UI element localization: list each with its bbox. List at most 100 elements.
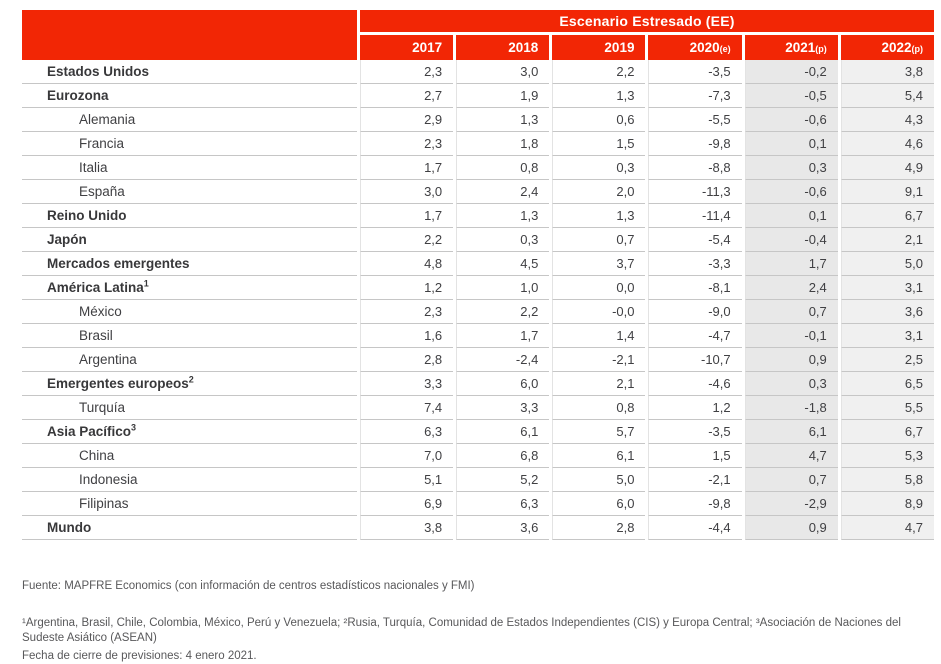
value-cell-2018: 3,6 <box>456 516 550 540</box>
value-cell-2020: -4,4 <box>648 516 742 540</box>
footnote-marker: 3 <box>131 422 137 433</box>
value-cell-2020: -9,8 <box>648 132 742 156</box>
row-label: Japón <box>22 228 357 252</box>
value-cell-2018: 5,2 <box>456 468 550 492</box>
table-row: Filipinas 6,9 6,3 6,0 -9,8 -2,9 8,9 <box>22 492 934 516</box>
value-cell-2021: 0,9 <box>744 348 838 372</box>
value-cell-2022: 5,8 <box>840 468 934 492</box>
value-cell-2019: 0,7 <box>552 228 646 252</box>
value-cell-2017: 4,8 <box>360 252 454 276</box>
value-cell-2022: 4,3 <box>840 108 934 132</box>
value-cell-2021: 4,7 <box>744 444 838 468</box>
value-cell-2018: 1,7 <box>456 324 550 348</box>
year-suffix: (e) <box>719 44 731 54</box>
row-label: Francia <box>22 132 357 156</box>
table-row: Asia Pacífico3 6,3 6,1 5,7 -3,5 6,1 6,7 <box>22 420 934 444</box>
year-header-2021: 2021(p) <box>744 35 838 60</box>
value-cell-2019: 1,3 <box>552 84 646 108</box>
value-cell-2019: 5,0 <box>552 468 646 492</box>
value-cell-2022: 6,7 <box>840 204 934 228</box>
value-cell-2021: 0,3 <box>744 156 838 180</box>
value-cell-2021: -0,1 <box>744 324 838 348</box>
value-cell-2022: 2,1 <box>840 228 934 252</box>
table-row: Eurozona 2,7 1,9 1,3 -7,3 -0,5 5,4 <box>22 84 934 108</box>
value-cell-2018: 4,5 <box>456 252 550 276</box>
value-cell-2017: 3,8 <box>360 516 454 540</box>
value-cell-2017: 3,0 <box>360 180 454 204</box>
year-suffix: (p) <box>911 44 924 54</box>
value-cell-2021: 0,1 <box>744 132 838 156</box>
header-corner-cell <box>22 10 357 60</box>
footer: Fuente: MAPFRE Economics (con informació… <box>22 579 927 664</box>
value-cell-2021: 6,1 <box>744 420 838 444</box>
year-header-2022: 2022(p) <box>840 35 934 60</box>
value-cell-2021: -0,2 <box>744 60 838 84</box>
value-cell-2021: 0,3 <box>744 372 838 396</box>
row-label: Reino Unido <box>22 204 357 228</box>
value-cell-2017: 2,3 <box>360 60 454 84</box>
value-cell-2017: 2,7 <box>360 84 454 108</box>
value-cell-2017: 2,2 <box>360 228 454 252</box>
value-cell-2021: -0,6 <box>744 108 838 132</box>
value-cell-2018: 6,0 <box>456 372 550 396</box>
value-cell-2018: 2,4 <box>456 180 550 204</box>
year-header-2018: 2018 <box>456 35 550 60</box>
row-label: Indonesia <box>22 468 357 492</box>
value-cell-2020: -5,4 <box>648 228 742 252</box>
row-label: Filipinas <box>22 492 357 516</box>
row-label: Alemania <box>22 108 357 132</box>
value-cell-2020: 1,5 <box>648 444 742 468</box>
value-cell-2017: 1,6 <box>360 324 454 348</box>
table-row: Japón 2,2 0,3 0,7 -5,4 -0,4 2,1 <box>22 228 934 252</box>
value-cell-2019: 1,3 <box>552 204 646 228</box>
value-cell-2017: 2,9 <box>360 108 454 132</box>
value-cell-2022: 5,5 <box>840 396 934 420</box>
value-cell-2022: 6,5 <box>840 372 934 396</box>
value-cell-2019: 1,4 <box>552 324 646 348</box>
value-cell-2020: -3,5 <box>648 60 742 84</box>
table-row: Estados Unidos 2,3 3,0 2,2 -3,5 -0,2 3,8 <box>22 60 934 84</box>
table-row: Mercados emergentes 4,8 4,5 3,7 -3,3 1,7 5,0 <box>22 252 934 276</box>
value-cell-2018: 1,3 <box>456 204 550 228</box>
value-cell-2020: -11,3 <box>648 180 742 204</box>
value-cell-2022: 3,6 <box>840 300 934 324</box>
value-cell-2022: 5,3 <box>840 444 934 468</box>
value-cell-2019: 2,2 <box>552 60 646 84</box>
value-cell-2018: 6,8 <box>456 444 550 468</box>
value-cell-2018: 1,3 <box>456 108 550 132</box>
row-label: España <box>22 180 357 204</box>
year-header-2017: 2017 <box>360 35 454 60</box>
value-cell-2018: 1,0 <box>456 276 550 300</box>
value-cell-2019: 2,0 <box>552 180 646 204</box>
value-cell-2021: 1,7 <box>744 252 838 276</box>
value-cell-2017: 1,7 <box>360 204 454 228</box>
value-cell-2019: 2,8 <box>552 516 646 540</box>
value-cell-2022: 9,1 <box>840 180 934 204</box>
row-label: Mundo <box>22 516 357 540</box>
value-cell-2017: 6,3 <box>360 420 454 444</box>
value-cell-2021: -0,4 <box>744 228 838 252</box>
value-cell-2020: -8,1 <box>648 276 742 300</box>
row-label: Mercados emergentes <box>22 252 357 276</box>
row-label: Asia Pacífico3 <box>22 420 357 444</box>
value-cell-2017: 3,3 <box>360 372 454 396</box>
value-cell-2021: 0,7 <box>744 300 838 324</box>
value-cell-2020: -7,3 <box>648 84 742 108</box>
value-cell-2020: -9,0 <box>648 300 742 324</box>
value-cell-2021: 0,9 <box>744 516 838 540</box>
row-label: México <box>22 300 357 324</box>
table-row: Italia 1,7 0,8 0,3 -8,8 0,3 4,9 <box>22 156 934 180</box>
value-cell-2022: 4,9 <box>840 156 934 180</box>
value-cell-2022: 5,4 <box>840 84 934 108</box>
value-cell-2018: 6,3 <box>456 492 550 516</box>
value-cell-2022: 4,7 <box>840 516 934 540</box>
value-cell-2019: 0,6 <box>552 108 646 132</box>
value-cell-2020: -8,8 <box>648 156 742 180</box>
value-cell-2021: 0,7 <box>744 468 838 492</box>
table-row: Francia 2,3 1,8 1,5 -9,8 0,1 4,6 <box>22 132 934 156</box>
value-cell-2021: -0,6 <box>744 180 838 204</box>
value-cell-2017: 1,2 <box>360 276 454 300</box>
value-cell-2020: -3,3 <box>648 252 742 276</box>
value-cell-2018: 6,1 <box>456 420 550 444</box>
table-row: China 7,0 6,8 6,1 1,5 4,7 5,3 <box>22 444 934 468</box>
